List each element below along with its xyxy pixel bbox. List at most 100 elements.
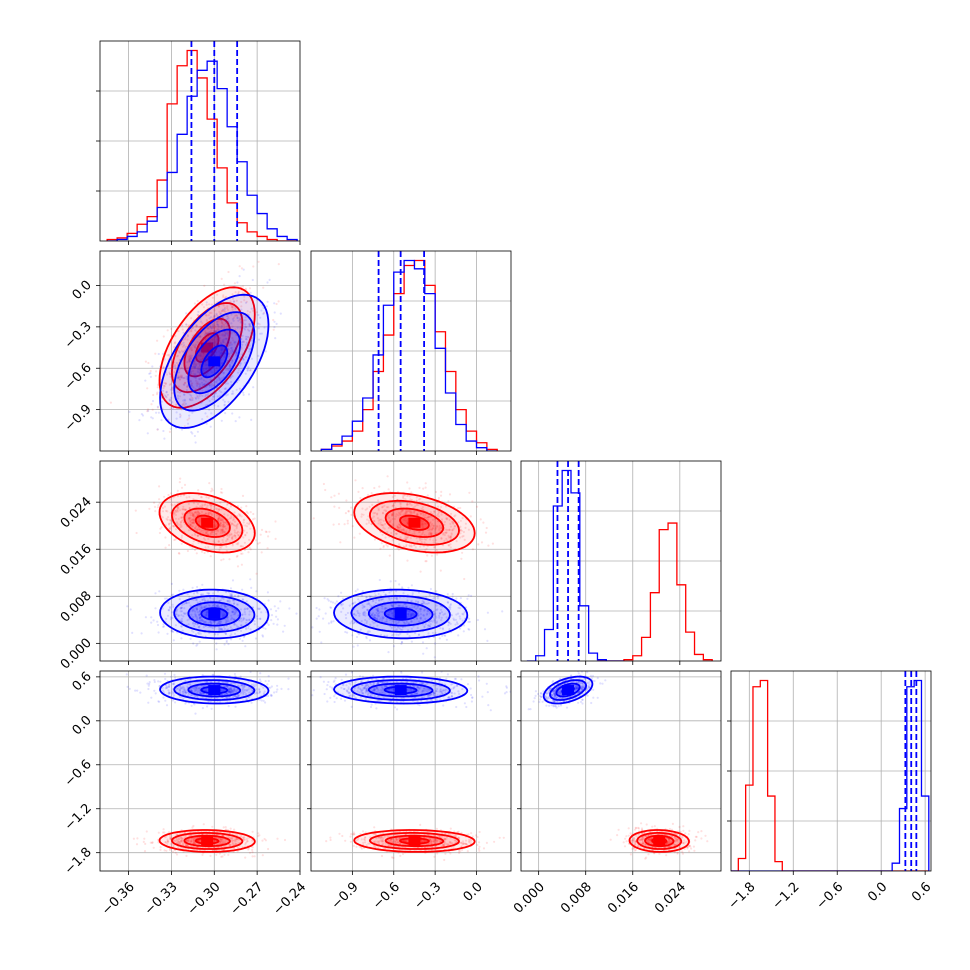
scatter-point <box>223 643 226 646</box>
scatter-point <box>322 617 325 620</box>
scatter-point <box>188 516 191 520</box>
scatter-point <box>227 340 230 343</box>
scatter-point <box>244 323 247 326</box>
scatter-point <box>234 347 238 350</box>
scatter-point <box>180 376 183 379</box>
scatter-point <box>222 521 225 524</box>
scatter-point <box>244 356 247 359</box>
scatter-point <box>239 364 242 367</box>
scatter-point <box>350 513 353 517</box>
scatter-point <box>484 531 488 534</box>
scatter-point <box>204 395 207 398</box>
scatter-point <box>156 620 159 623</box>
density-peak-series-1 <box>208 608 221 619</box>
scatter-point <box>171 392 174 395</box>
scatter-point <box>180 343 183 346</box>
scatter-point <box>238 265 241 268</box>
scatter-point <box>257 322 260 325</box>
scatter-point <box>224 333 227 336</box>
scatter-point <box>437 496 440 500</box>
scatter-point <box>220 546 223 549</box>
scatter-point <box>188 359 191 362</box>
scatter-point <box>467 594 470 597</box>
scatter-point <box>169 526 172 529</box>
scatter-point <box>220 326 223 329</box>
scatter-point <box>252 265 255 268</box>
scatter-point <box>196 382 199 386</box>
scatter-point <box>151 408 154 411</box>
scatter-point <box>199 335 202 338</box>
scatter-point <box>181 345 184 348</box>
scatter-point <box>230 313 233 316</box>
scatter-point <box>221 339 224 342</box>
scatter-point <box>324 612 327 615</box>
scatter-point <box>227 853 230 857</box>
scatter-point <box>196 299 199 303</box>
y-tick-label: 0.000 <box>58 636 95 673</box>
scatter-point <box>179 494 182 497</box>
scatter-point <box>201 389 204 392</box>
scatter-point <box>242 358 245 361</box>
scatter-point <box>232 297 235 300</box>
scatter-point <box>231 537 234 541</box>
scatter-point <box>193 345 196 349</box>
scatter-point <box>353 536 356 539</box>
scatter-point <box>355 635 359 639</box>
scatter-point <box>400 641 404 644</box>
scatter-point <box>183 508 186 511</box>
scatter-point <box>177 330 180 333</box>
scatter-point <box>239 321 242 324</box>
scatter-point <box>192 344 195 347</box>
scatter-point <box>192 363 196 366</box>
scatter-point <box>418 486 421 489</box>
scatter-point <box>236 314 239 317</box>
scatter-point <box>249 311 252 314</box>
scatter-point <box>222 558 225 561</box>
scatter-point <box>208 366 211 369</box>
scatter-point <box>169 497 172 501</box>
scatter-point <box>193 345 196 348</box>
scatter-point <box>176 377 179 380</box>
scatter-point <box>260 309 263 312</box>
scatter-point <box>225 394 228 397</box>
scatter-point <box>266 281 269 284</box>
scatter-point <box>264 530 267 533</box>
scatter-point <box>188 398 191 401</box>
scatter-point <box>216 293 219 296</box>
scatter-point <box>197 366 200 369</box>
scatter-point <box>206 367 209 370</box>
scatter-point <box>264 839 267 842</box>
scatter-point <box>214 391 217 394</box>
scatter-point <box>433 656 436 659</box>
scatter-point <box>327 622 330 625</box>
scatter-point <box>178 391 181 394</box>
scatter-point <box>211 341 214 345</box>
scatter-point <box>181 519 184 522</box>
scatter-point <box>234 348 237 351</box>
scatter-point <box>275 302 278 306</box>
scatter-point <box>245 510 248 513</box>
scatter-point <box>351 634 354 637</box>
scatter-point <box>176 390 179 393</box>
histogram-series-1 <box>107 60 298 241</box>
scatter-point <box>351 525 354 528</box>
scatter-point <box>176 508 179 511</box>
scatter-point <box>185 385 189 388</box>
scatter-point <box>169 375 172 378</box>
scatter-point <box>223 324 226 327</box>
scatter-point <box>236 281 239 284</box>
scatter-point <box>160 419 163 422</box>
panel-0-0 <box>96 40 301 245</box>
scatter-point <box>201 583 204 586</box>
scatter-point <box>212 530 215 534</box>
scatter-point <box>154 374 157 377</box>
scatter-point <box>200 381 204 384</box>
scatter-point <box>170 396 173 399</box>
density-peak-series-1 <box>394 608 407 619</box>
scatter-point <box>167 493 170 497</box>
scatter-point <box>163 437 166 440</box>
scatter-point <box>222 521 225 524</box>
scatter-point <box>354 479 357 482</box>
scatter-point <box>218 379 221 382</box>
scatter-point <box>206 357 209 361</box>
